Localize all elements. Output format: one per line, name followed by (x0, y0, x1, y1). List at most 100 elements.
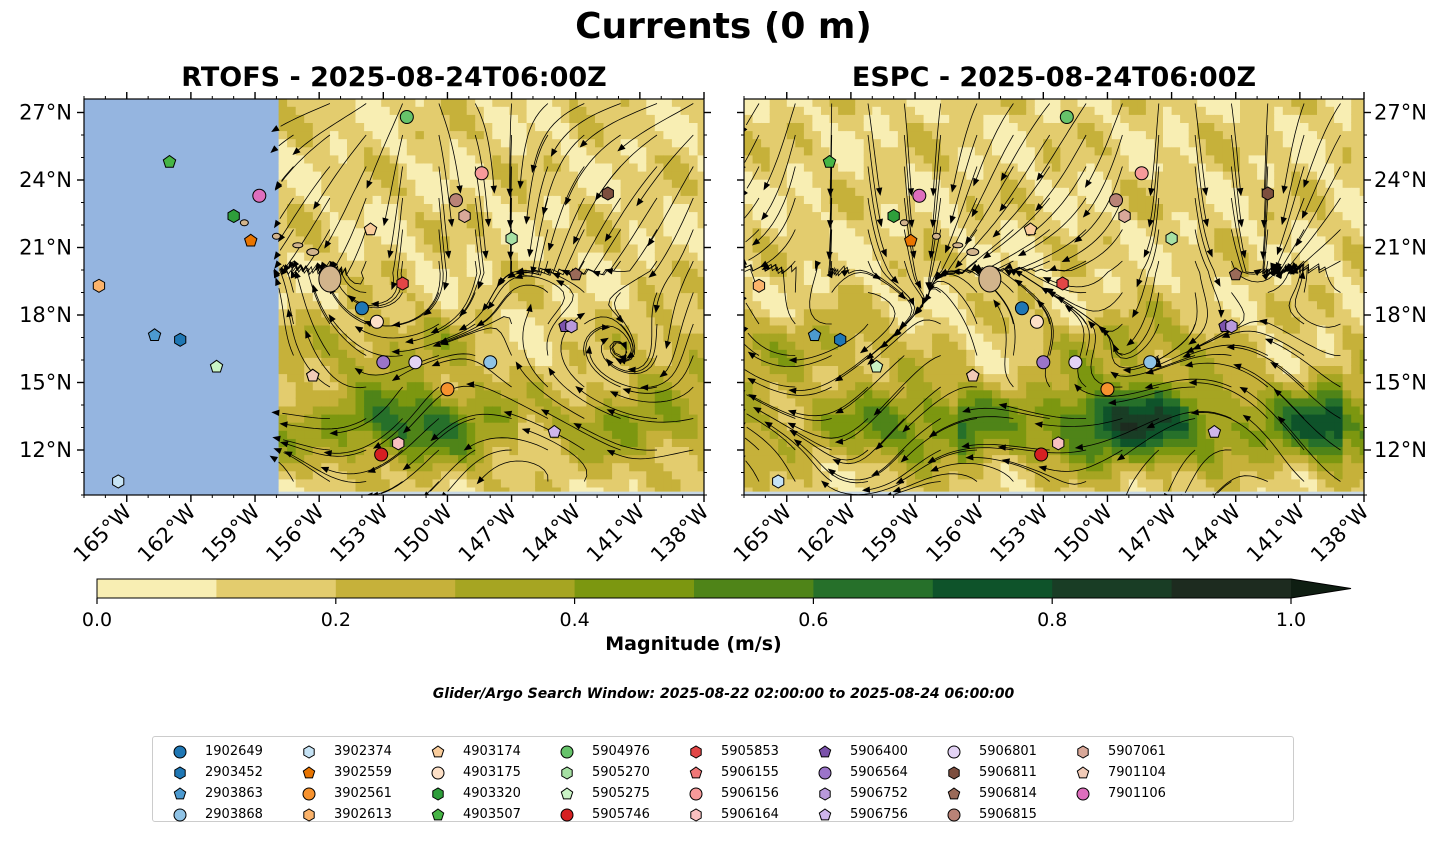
legend-label: 5906801 (979, 744, 1037, 759)
legend-item-5906815: 5906815 (943, 804, 1037, 825)
legend-label: 5906814 (979, 786, 1037, 801)
espc-lon-tick-label: 138°W (1306, 499, 1374, 567)
float-legend: 1902649 2903452 2903863 2903868 3902374 39025… (152, 736, 1294, 822)
legend-marker-5905275 (560, 786, 574, 799)
legend-marker-4903174 (431, 744, 445, 757)
float-marker-1902649 (1014, 301, 1029, 316)
float-marker-4903174 (363, 222, 378, 236)
rtofs-lon-tick-label: 147°W (454, 499, 522, 567)
espc-lat-tick-label: 12°N (1374, 438, 1427, 462)
espc-panel-title: ESPC - 2025-08-24T06:00Z (851, 62, 1257, 93)
legend-item-5906811: 5906811 (943, 762, 1037, 783)
legend-marker-5906156 (689, 787, 703, 800)
legend-label: 4903507 (463, 807, 521, 822)
colorbar-bin (97, 579, 217, 598)
float-marker-4903175 (1029, 314, 1044, 329)
legend-label: 5906164 (721, 807, 779, 822)
float-marker-2903868 (1143, 355, 1158, 370)
legend-marker-4903175 (431, 766, 445, 779)
legend-marker-3902561 (302, 787, 316, 800)
rtofs-panel-title: RTOFS - 2025-08-24T06:00Z (181, 62, 607, 93)
float-marker-5906752 (565, 319, 578, 334)
rtofs-lat-tick-label: 27°N (19, 101, 72, 125)
float-marker-3902374 (772, 474, 785, 489)
legend-marker-5906564 (818, 766, 832, 779)
search-window-text: Glider/Argo Search Window: 2025-08-22 02… (432, 686, 1015, 702)
legend-marker-icon (689, 787, 703, 800)
legend-marker-icon (947, 786, 961, 799)
float-marker-5906752 (1225, 319, 1238, 334)
legend-marker-icon (1076, 765, 1090, 778)
legend-marker-icon (1077, 744, 1089, 759)
float-marker-4903507 (162, 154, 177, 168)
colorbar-bin (1171, 579, 1292, 598)
rtofs-lon-tick-label: 144°W (518, 499, 586, 567)
colorbar-bin (932, 579, 1053, 598)
float-marker-3902559 (244, 233, 258, 247)
legend-label: 5906756 (850, 807, 908, 822)
legend-label: 5906156 (721, 786, 779, 801)
legend-marker-icon (947, 808, 961, 821)
rtofs-streamlines (269, 103, 694, 495)
legend-label: 2903868 (205, 807, 263, 822)
colorbar-label: Magnitude (m/s) (605, 633, 782, 655)
rtofs-lon-tick-label: 138°W (646, 499, 714, 567)
float-marker-5906815 (449, 193, 463, 208)
legend-item-5907061: 5907061 (1072, 741, 1166, 762)
float-marker-3902559 (904, 233, 918, 247)
legend-item-4903320: 4903320 (427, 783, 521, 804)
float-marker-5906811 (1261, 186, 1274, 201)
legend-marker-5906811 (948, 765, 960, 780)
legend-item-5906156: 5906156 (685, 783, 779, 804)
espc-lon-tick-label: 147°W (1114, 499, 1182, 567)
legend-item-3902374: 3902374 (298, 741, 392, 762)
figure-title: Currents (0 m) (575, 6, 872, 47)
legend-marker-7901104 (1076, 765, 1090, 778)
float-marker-5906801 (1068, 355, 1083, 370)
float-marker-2903863 (147, 328, 162, 341)
colorbar-tick-label: 0.6 (798, 609, 828, 631)
float-marker-5906156 (474, 166, 489, 181)
legend-label: 2903863 (205, 786, 263, 801)
colorbar-tick-label: 0.0 (82, 609, 112, 631)
espc-lat-tick-label: 18°N (1374, 303, 1427, 327)
legend-item-5906155: 5906155 (685, 762, 779, 783)
legend-item-5906814: 5906814 (943, 783, 1037, 804)
float-marker-4903507 (822, 154, 837, 168)
espc-lon-tick-label: 165°W (729, 499, 797, 567)
rtofs-lon-tick-label: 150°W (390, 499, 458, 567)
legend-item-3902559: 3902559 (298, 762, 392, 783)
legend-item-4903175: 4903175 (427, 762, 521, 783)
rtofs-lon-tick-label: 141°W (582, 499, 650, 567)
float-marker-2903863 (807, 328, 822, 341)
legend-marker-icon (173, 786, 187, 799)
float-marker-3902613 (92, 278, 106, 293)
legend-item-1902649: 1902649 (169, 741, 263, 762)
legend-label: 5905853 (721, 744, 779, 759)
float-marker-5906156 (1134, 166, 1149, 181)
espc-lon-tick-label: 153°W (985, 499, 1053, 567)
float-marker-4903320 (227, 208, 240, 224)
float-marker-5906811 (601, 186, 614, 201)
legend-marker-icon (431, 744, 445, 757)
colorbar-bin (455, 579, 576, 598)
legend-column: 4903174 4903175 4903320 4903507 (427, 741, 521, 825)
float-marker-5905270 (1165, 231, 1178, 246)
legend-column: 5907061 7901104 7901106 (1072, 741, 1166, 804)
legend-label: 4903175 (463, 765, 521, 780)
legend-item-3902561: 3902561 (298, 783, 392, 804)
float-marker-4903320 (887, 208, 900, 224)
colorbar-tick-label: 0.8 (1037, 609, 1067, 631)
legend-marker-3902613 (303, 807, 315, 822)
legend-item-5904976: 5904976 (556, 741, 650, 762)
legend-item-5906164: 5906164 (685, 804, 779, 825)
float-marker-4903175 (369, 314, 384, 329)
float-marker-3902374 (112, 474, 125, 489)
colorbar: 0.0 0.2 0.4 0.6 0.8 1.0 (82, 578, 1352, 631)
float-marker-5906814 (568, 267, 583, 281)
rtofs-lat-tick-label: 18°N (19, 303, 72, 327)
espc-lon-tick-label: 156°W (921, 499, 989, 567)
float-marker-5905853 (1056, 276, 1069, 291)
legend-item-4903174: 4903174 (427, 741, 521, 762)
